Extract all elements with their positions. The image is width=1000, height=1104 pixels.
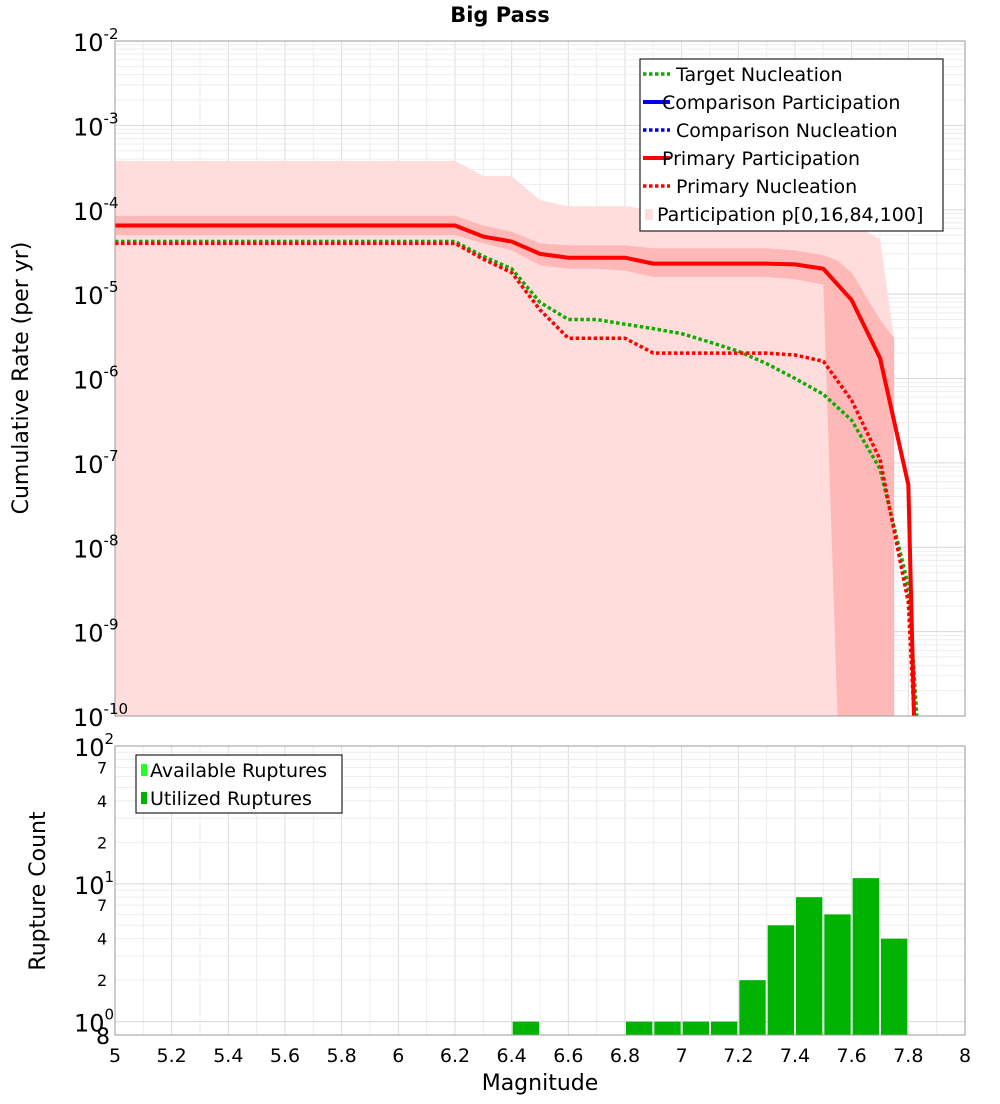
bottom-plot-frame bbox=[114, 745, 966, 1036]
utilized-rupture-bar bbox=[626, 1021, 653, 1035]
x-tick-label: 5.8 bbox=[327, 1045, 357, 1067]
legend-label-primary-participation: Primary Participation bbox=[662, 148, 860, 170]
bottom-y-tick-label: 7 bbox=[97, 896, 107, 915]
bottom-y-tick-label: 8 bbox=[96, 1025, 110, 1050]
bottom-y-tick-label: 2 bbox=[97, 971, 107, 990]
legend-label-primary-nucleation: Primary Nucleation bbox=[676, 176, 857, 198]
x-tick-label: 6 bbox=[392, 1045, 404, 1067]
utilized-rupture-bar bbox=[824, 914, 851, 1035]
legend-label-participation-p-0-16-84-100-: Participation p[0,16,84,100] bbox=[657, 204, 923, 226]
legend-label-comparison-nucleation: Comparison Nucleation bbox=[676, 120, 898, 142]
x-tick-label: 7.8 bbox=[893, 1045, 923, 1067]
legend-label-utilized-ruptures: Utilized Ruptures bbox=[150, 788, 312, 810]
bottom-legend-box bbox=[135, 754, 343, 814]
utilized-rupture-bar bbox=[711, 1021, 738, 1035]
top-plot-frame bbox=[114, 40, 966, 717]
x-tick-label: 6.2 bbox=[440, 1045, 470, 1067]
x-tick-labels: 5 5.2 5.4 5.6 5.8 6 6.2 6.4 6.6 6.8 7 7.2 7.4 7.6 7.8 8 bbox=[109, 1045, 971, 1067]
legend-label-comparison-participation: Comparison Participation bbox=[662, 92, 900, 114]
x-tick-label: 5.6 bbox=[270, 1045, 300, 1067]
x-tick-label: 6.8 bbox=[610, 1045, 640, 1067]
top-legend: Target Nucleation Comparison Participatio… bbox=[639, 58, 944, 232]
utilized-rupture-bar bbox=[796, 897, 823, 1035]
top-y-tick-label: 10-8 bbox=[73, 531, 119, 563]
chart-title: Big Pass bbox=[450, 3, 550, 27]
utilized-rupture-bar bbox=[881, 938, 908, 1035]
top-y-tick-label: 10-5 bbox=[73, 278, 119, 310]
bottom-bars bbox=[512, 878, 908, 1035]
bottom-legend: Available Ruptures Utilized Ruptures bbox=[135, 754, 343, 814]
x-tick-label: 7.6 bbox=[837, 1045, 867, 1067]
bottom-y-tick-label: 100 bbox=[74, 1006, 114, 1038]
utilized-rupture-bar bbox=[739, 980, 766, 1035]
legend-label-target-nucleation: Target Nucleation bbox=[675, 64, 843, 86]
bottom-y-axis-label: Rupture Count bbox=[26, 811, 51, 971]
participation-band-outer bbox=[115, 160, 895, 717]
top-y-tick-label: 10-4 bbox=[73, 194, 119, 226]
bottom-y-tick-label: 4 bbox=[97, 792, 107, 811]
utilized-rupture-bar bbox=[767, 925, 794, 1035]
x-tick-label: 5 bbox=[109, 1045, 121, 1067]
legend-box bbox=[639, 58, 944, 232]
utilized-rupture-bar bbox=[654, 1021, 681, 1035]
x-tick-label: 5.2 bbox=[157, 1045, 187, 1067]
x-tick-label: 6.4 bbox=[497, 1045, 527, 1067]
top-y-tick-label: 10-2 bbox=[73, 25, 119, 57]
bottom-y-tick-label: 2 bbox=[97, 833, 107, 852]
legend-swatch-available-ruptures bbox=[141, 764, 147, 776]
top-y-axis-label: Cumulative Rate (per yr) bbox=[9, 242, 34, 515]
bottom-y-tick-label: 102 bbox=[74, 730, 114, 762]
top-lines bbox=[115, 223, 919, 717]
x-tick-label: 8 bbox=[959, 1045, 971, 1067]
series-line-primary-participation bbox=[115, 223, 916, 717]
x-tick-label: 7 bbox=[676, 1045, 688, 1067]
bottom-y-tick-label: 101 bbox=[74, 868, 114, 900]
x-tick-label: 5.4 bbox=[213, 1045, 243, 1067]
top-y-tick-label: 10-3 bbox=[73, 109, 119, 141]
legend-swatch-participation-p-0-16-84-100- bbox=[645, 209, 653, 220]
legend-label-available-ruptures: Available Ruptures bbox=[150, 760, 327, 782]
x-tick-label: 7.2 bbox=[723, 1045, 753, 1067]
top-y-tick-labels: 10-2 10-3 10-4 10-5 10-6 10-7 10-8 10-9 10-10 bbox=[73, 25, 128, 732]
utilized-rupture-bar bbox=[512, 1021, 539, 1035]
series-line-primary-nucleation bbox=[115, 241, 916, 717]
top-y-tick-label: 10-9 bbox=[73, 616, 119, 648]
x-tick-label: 6.6 bbox=[553, 1045, 583, 1067]
top-y-tick-label: 10-6 bbox=[73, 363, 119, 395]
legend-swatch-utilized-ruptures bbox=[141, 792, 147, 804]
top-panel: 10-2 10-3 10-4 10-5 10-6 10-7 10-8 10-9 10-10 Bi… bbox=[9, 3, 966, 732]
utilized-rupture-bar bbox=[852, 878, 879, 1035]
x-axis-label: Magnitude bbox=[482, 1071, 599, 1096]
x-tick-label: 7.4 bbox=[780, 1045, 810, 1067]
series-line-target-nucleation bbox=[115, 239, 919, 717]
top-y-tick-label: 10-10 bbox=[73, 700, 128, 732]
top-y-tick-label: 10-7 bbox=[73, 447, 119, 479]
utilized-rupture-bar bbox=[682, 1021, 709, 1035]
bottom-y-tick-label: 4 bbox=[97, 930, 107, 949]
bottom-y-tick-label: 7 bbox=[97, 758, 107, 777]
